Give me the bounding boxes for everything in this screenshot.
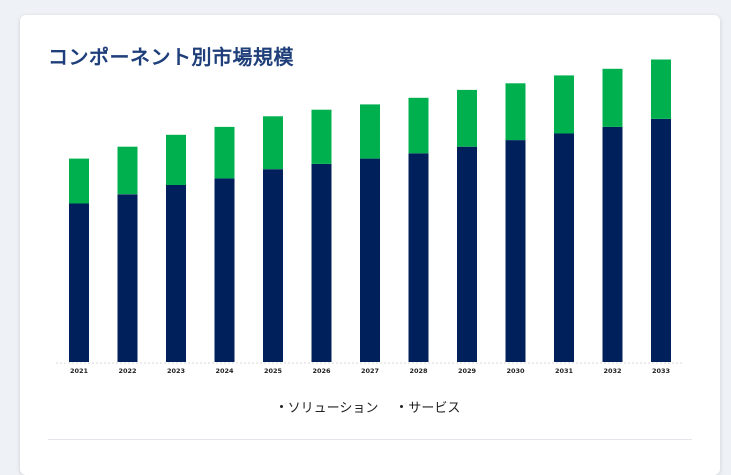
bar-service-2024 [214, 126, 235, 179]
bar-service-2030 [505, 83, 526, 141]
legend: ソリューション サービス [20, 397, 720, 416]
bars-group [69, 59, 671, 363]
bar-solution-2022 [117, 194, 138, 362]
legend-item-service[interactable]: サービス [400, 397, 460, 416]
x-tick-label: 2027 [361, 367, 379, 375]
bar-solution-2032 [602, 126, 623, 363]
bar-solution-2031 [554, 133, 574, 362]
bar-solution-2028 [408, 153, 429, 362]
x-tick-label: 2024 [215, 367, 234, 375]
legend-bullet-icon [279, 405, 283, 408]
x-tick-label: 2028 [409, 367, 428, 375]
x-tick-label: 2030 [506, 367, 525, 375]
x-tick-label: 2021 [70, 367, 89, 375]
bar-service-2032 [602, 68, 623, 127]
x-tick-label: 2026 [312, 367, 331, 375]
bar-service-2031 [554, 75, 574, 134]
x-tick-label: 2025 [264, 367, 283, 375]
bar-service-2022 [117, 146, 138, 195]
legend-label-solution: ソリューション [287, 401, 379, 416]
chart-title: コンポーネント別市場規模 [48, 45, 294, 69]
bar-service-2025 [263, 116, 283, 170]
x-tick-label: 2033 [652, 367, 670, 375]
bar-service-2033 [651, 59, 671, 119]
bar-service-2021 [69, 158, 89, 204]
divider [48, 439, 692, 440]
legend-item-solution[interactable]: ソリューション [279, 397, 379, 416]
bar-solution-2023 [166, 185, 186, 362]
legend-label-service: サービス [408, 401, 461, 416]
x-tick-label: 2022 [118, 367, 136, 375]
bar-chart: 2021 2022 2023 2024 2025 2026 2027 2028 2029 2030… [56, 59, 684, 375]
bar-solution-2021 [69, 203, 89, 362]
bar-service-2023 [166, 134, 186, 185]
x-tick-label: 2032 [603, 367, 621, 375]
bar-solution-2025 [263, 169, 283, 362]
bar-solution-2026 [311, 163, 332, 362]
bar-solution-2030 [505, 140, 526, 362]
x-tick-label: 2031 [555, 367, 574, 375]
bar-service-2029 [457, 89, 477, 147]
bar-solution-2024 [214, 178, 235, 362]
chart-card: コンポーネント別市場規模 2021 2022 2023 2024 2025 2026 202… [20, 15, 720, 475]
bar-solution-2027 [360, 158, 380, 362]
x-tick-labels: 2021 2022 2023 2024 2025 2026 2027 2028 2029 2030… [70, 367, 670, 375]
legend-bullet-icon [400, 405, 404, 408]
bar-solution-2029 [457, 146, 477, 362]
bar-service-2026 [311, 109, 332, 164]
bar-service-2027 [360, 104, 380, 159]
bar-service-2028 [408, 97, 429, 154]
x-tick-label: 2029 [458, 367, 477, 375]
bar-solution-2033 [651, 119, 671, 362]
x-tick-label: 2023 [167, 367, 185, 375]
